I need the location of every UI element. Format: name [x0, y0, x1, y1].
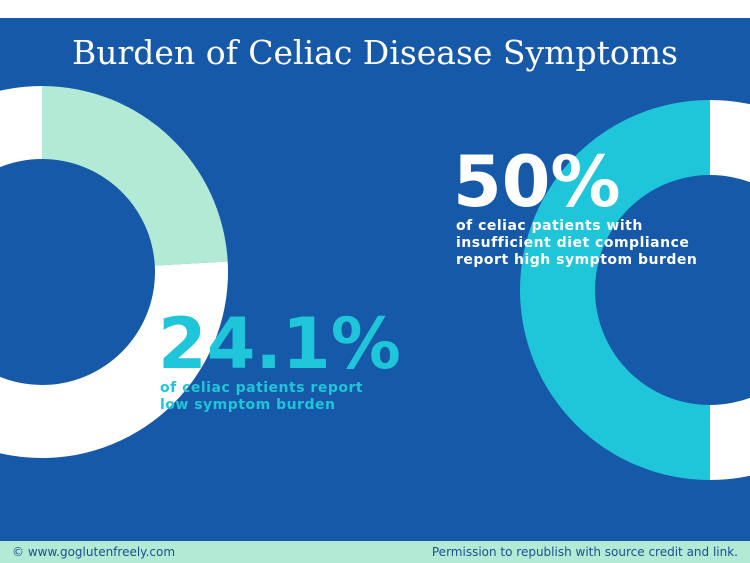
footer-right: Permission to republish with source cred… [432, 545, 738, 559]
donut-segment [520, 100, 710, 480]
caption: of celiac patients report [160, 380, 363, 396]
donut-segment [710, 100, 750, 480]
value-label: 24.1% [158, 303, 401, 385]
caption: of celiac patients with [456, 218, 643, 234]
caption: report high symptom burden [456, 252, 697, 268]
title: Burden of Celiac Disease Symptoms [72, 33, 678, 72]
value-label: 50% [453, 141, 621, 223]
donut-segment [42, 86, 228, 266]
footer-left: © www.goglutenfreely.com [12, 545, 175, 559]
top-strip [0, 0, 750, 18]
footer-strip [0, 541, 750, 563]
caption: insufficient diet compliance [456, 235, 689, 251]
donut-segment [0, 86, 228, 458]
caption: low symptom burden [160, 397, 335, 413]
